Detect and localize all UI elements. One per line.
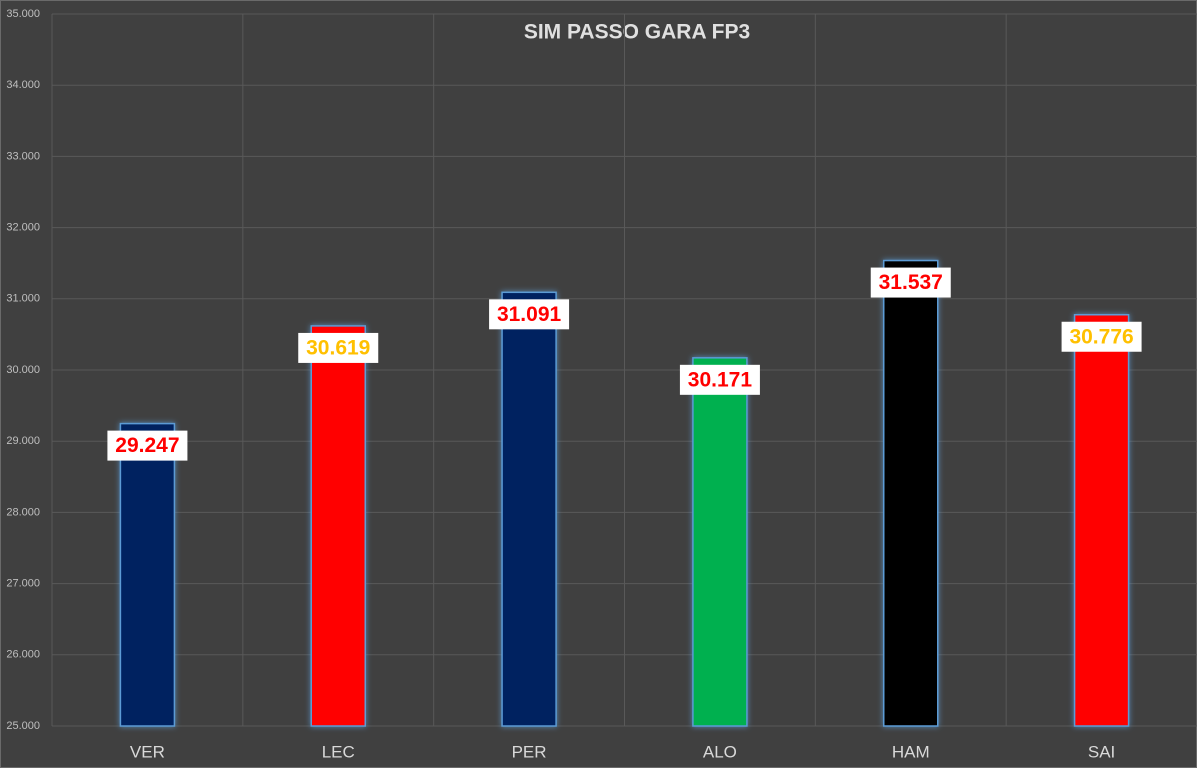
x-tick-label: VER xyxy=(130,742,165,761)
data-label: 31.537 xyxy=(879,271,943,294)
data-label: 31.091 xyxy=(497,303,562,326)
y-tick-label: 25.000 xyxy=(6,720,40,732)
bar xyxy=(119,422,176,727)
data-label-box xyxy=(679,364,760,395)
bar xyxy=(501,291,557,727)
y-tick-label: 29.000 xyxy=(6,435,40,447)
y-tick-label: 28.000 xyxy=(6,506,40,518)
bar xyxy=(692,357,748,727)
y-tick-label: 27.000 xyxy=(6,578,40,590)
data-label-box xyxy=(1061,321,1142,352)
data-label-box xyxy=(107,430,188,461)
data-label: 30.171 xyxy=(688,368,753,391)
x-tick-label: HAM xyxy=(892,742,930,761)
y-tick-label: 26.000 xyxy=(6,649,40,661)
x-tick-label: SAI xyxy=(1088,742,1115,761)
x-tick-label: ALO xyxy=(703,742,737,761)
y-tick-label: 33.000 xyxy=(6,150,40,162)
data-label-box xyxy=(298,332,379,363)
chart-title: SIM PASSO GARA FP3 xyxy=(524,21,750,44)
x-tick-label: PER xyxy=(512,742,547,761)
y-tick-label: 31.000 xyxy=(6,293,40,305)
y-tick-label: 35.000 xyxy=(6,8,40,20)
data-label-box xyxy=(870,267,951,298)
y-tick-label: 30.000 xyxy=(6,364,40,376)
y-tick-label: 32.000 xyxy=(6,222,40,234)
y-tick-label: 34.000 xyxy=(6,79,40,91)
data-label: 30.619 xyxy=(306,336,370,359)
data-label: 29.247 xyxy=(115,434,179,457)
bar xyxy=(1073,313,1130,727)
bar xyxy=(883,259,939,727)
x-tick-label: LEC xyxy=(322,742,355,761)
data-label-box xyxy=(489,299,570,330)
data-label: 30.776 xyxy=(1069,325,1133,348)
bar xyxy=(310,325,366,727)
